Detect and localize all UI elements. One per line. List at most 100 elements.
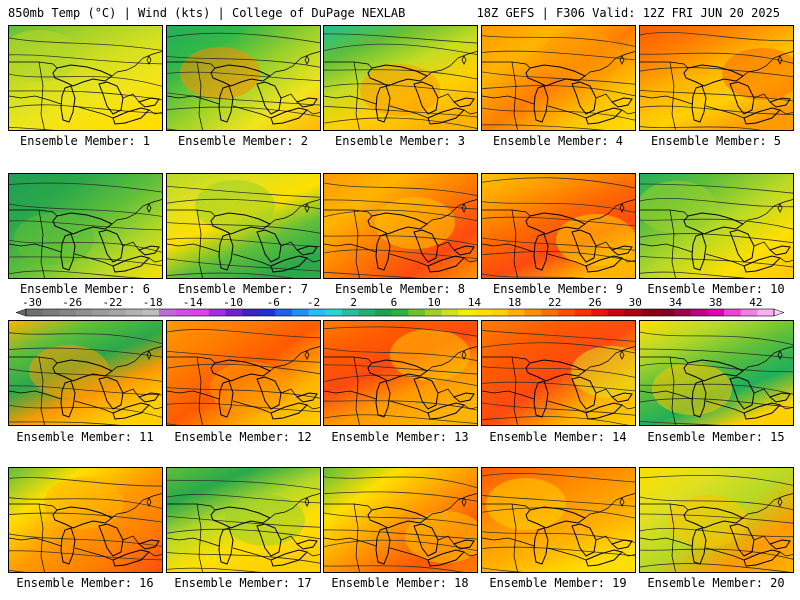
state-border	[426, 51, 477, 77]
state-border	[584, 199, 635, 225]
state-border	[753, 241, 771, 251]
colorbar-swatch	[92, 309, 110, 316]
temperature-field	[9, 468, 162, 572]
great-lake-outline	[256, 229, 282, 263]
colorbar-swatch	[424, 309, 442, 316]
state-border	[705, 253, 745, 267]
great-lake-outline	[525, 359, 586, 382]
state-border	[584, 51, 635, 77]
great-lake-outline	[98, 229, 124, 263]
colorbar-swatch	[607, 309, 625, 316]
state-border	[547, 547, 587, 561]
great-lake-outline	[270, 255, 308, 273]
temperature-field	[324, 26, 477, 130]
height-contour	[640, 218, 793, 230]
great-lake-outline	[533, 380, 549, 418]
state-border	[742, 346, 793, 372]
state-border	[482, 61, 531, 69]
location-marker-icon	[461, 203, 467, 213]
state-border	[353, 503, 360, 572]
great-lake-outline	[427, 107, 465, 125]
ensemble-member-label: Ensemble Member: 17	[174, 576, 312, 590]
temperature-anomaly-area	[44, 477, 124, 529]
height-contour	[482, 330, 635, 342]
great-lake-outline	[427, 402, 465, 420]
great-lake-outline	[112, 402, 150, 420]
colorbar-swatch	[508, 309, 525, 316]
colorbar-swatch	[358, 309, 376, 316]
state-border	[148, 109, 162, 115]
height-contour	[324, 326, 477, 337]
colorbar-swatch	[441, 309, 459, 316]
great-lake-outline	[218, 527, 234, 565]
temperature-colorbar: -30 -26 -22 -18 -14 -10 -6 -2 2 6 10 14 18 22 26 30 34 38…	[15, 297, 785, 317]
height-contour	[482, 381, 635, 392]
state-border	[324, 95, 377, 105]
great-lake-outline	[683, 64, 744, 87]
ensemble-member-label: Ensemble Member: 16	[16, 576, 154, 590]
great-lake-outline	[427, 549, 465, 567]
state-border	[595, 388, 613, 398]
height-contour	[324, 33, 477, 44]
colorbar-tick-label: -22	[102, 297, 122, 309]
great-lake-outline	[610, 392, 633, 403]
great-lake-outline	[210, 506, 271, 529]
ensemble-member-label: Ensemble Member: 20	[647, 576, 785, 590]
height-contour	[640, 474, 793, 486]
height-contour	[167, 56, 320, 68]
state-border	[306, 404, 320, 410]
great-lake-outline	[60, 380, 76, 418]
state-border	[426, 199, 477, 225]
state-border	[38, 61, 45, 130]
height-contour	[167, 552, 320, 564]
temperature-field	[640, 468, 793, 572]
temperature-anomaly-area	[225, 494, 305, 546]
ensemble-member-map	[166, 467, 321, 573]
colorbar-tick-label: -2	[307, 297, 320, 309]
height-contour	[482, 50, 635, 61]
state-border	[547, 105, 587, 119]
ensemble-member-map	[481, 467, 636, 573]
colorbar-swatch	[208, 309, 226, 316]
great-lake-outline	[413, 81, 439, 115]
colorbar-tick-label: 6	[391, 297, 398, 309]
state-border	[324, 61, 373, 69]
great-lake-outline	[256, 376, 282, 410]
state-border	[9, 243, 62, 253]
ensemble-member-label: Ensemble Member: 4	[492, 134, 624, 148]
colorbar-swatch	[557, 309, 575, 316]
colorbar-swatch	[408, 309, 426, 316]
state-border	[74, 547, 114, 561]
state-border	[232, 400, 272, 414]
height-contour	[9, 270, 144, 278]
height-contour	[324, 476, 477, 489]
height-contour	[167, 494, 320, 504]
great-lake-outline	[270, 402, 308, 420]
state-border	[595, 93, 613, 103]
state-border	[753, 388, 771, 398]
great-lake-outline	[270, 549, 308, 567]
height-contour	[167, 350, 320, 363]
state-border	[640, 356, 689, 364]
height-contour	[167, 479, 320, 490]
state-border	[111, 346, 162, 372]
state-border	[232, 547, 272, 561]
great-lake-outline	[452, 392, 475, 403]
state-border	[742, 51, 793, 77]
height-contour	[640, 233, 793, 244]
great-lake-outline	[60, 527, 76, 565]
height-contour	[167, 329, 320, 339]
temperature-field	[482, 26, 635, 130]
temperature-field	[167, 26, 320, 130]
state-border	[511, 209, 518, 278]
height-contour	[167, 515, 320, 528]
temperature-anomaly-area	[360, 64, 440, 116]
height-contour	[9, 126, 56, 130]
colorbar-swatch	[175, 309, 193, 316]
state-border	[280, 388, 298, 398]
state-border	[389, 105, 429, 119]
colorbar-swatch	[375, 309, 392, 316]
state-border	[547, 253, 587, 267]
temperature-anomaly-area	[652, 363, 732, 415]
great-lake-outline	[610, 97, 633, 108]
